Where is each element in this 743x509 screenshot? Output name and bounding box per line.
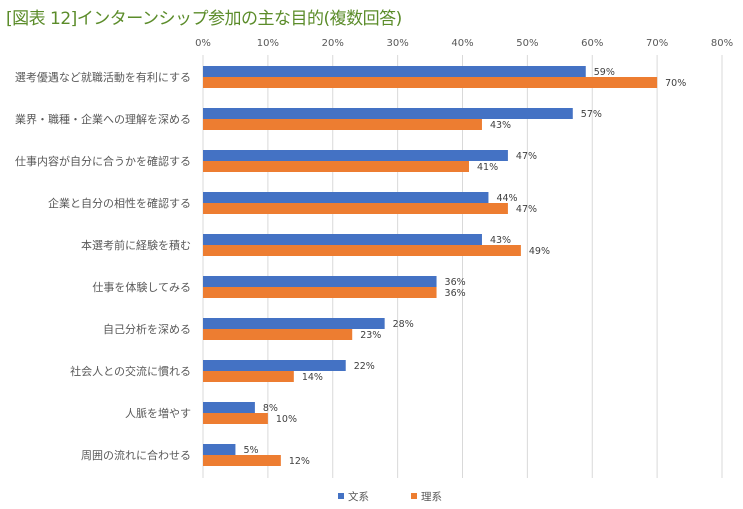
x-tick-label: 70% [646,38,668,49]
category-label: 人脈を増やす [125,406,191,420]
x-tick-label: 80% [711,38,733,49]
x-tick-label: 60% [581,38,603,49]
bar-bunkei [203,150,508,161]
data-label: 57% [581,109,602,120]
data-label: 43% [490,120,511,131]
bar-bunkei [203,402,255,413]
bar-bunkei [203,66,586,77]
category-label: 仕事内容が自分に合うかを確認する [15,154,191,168]
bar-bunkei [203,360,346,371]
data-label: 8% [263,403,278,414]
legend-swatch [411,493,417,499]
data-label: 41% [477,162,498,173]
bar-rikei [203,119,482,130]
x-tick-label: 20% [322,38,344,49]
category-label: 社会人との交流に慣れる [70,364,191,378]
data-label: 47% [516,204,537,215]
category-label: 企業と自分の相性を確認する [48,196,191,210]
data-label: 43% [490,235,511,246]
bar-rikei [203,77,658,88]
category-label: 周囲の流れに合わせる [81,448,191,462]
x-tick-label: 40% [451,38,473,49]
bar-rikei [203,203,508,214]
data-label: 14% [302,372,323,383]
category-label: 業界・職種・企業への理解を深める [15,112,191,126]
x-tick-label: 50% [516,38,538,49]
data-label: 22% [354,361,375,372]
category-label: 選考優遇など就職活動を有利にする [15,70,191,84]
data-label: 28% [393,319,414,330]
data-label: 49% [529,246,550,257]
data-label: 12% [289,456,310,467]
chart-title: [図表 12]インターンシップ参加の主な目的(複数回答) [6,9,402,29]
bar-rikei [203,245,521,256]
data-label: 70% [665,78,686,89]
x-tick-label: 30% [387,38,409,49]
bar-rikei [203,287,437,298]
bar-bunkei [203,444,236,455]
data-label: 59% [594,67,615,78]
bar-rikei [203,455,281,466]
legend-label: 理系 [421,491,442,503]
data-label: 36% [445,288,466,299]
legend-label: 文系 [348,490,369,503]
bar-bunkei [203,108,573,119]
legend-swatch [338,493,344,499]
x-tick-label: 0% [195,38,211,49]
bar-rikei [203,413,268,424]
category-label: 自己分析を深める [103,322,191,336]
data-label: 44% [496,193,517,204]
bar-rikei [203,329,353,340]
data-label: 10% [276,414,297,425]
category-label: 本選考前に経験を積む [81,238,191,252]
bar-bunkei [203,318,385,329]
data-label: 23% [360,330,381,341]
category-label: 仕事を体験してみる [92,280,191,294]
x-tick-label: 10% [257,38,279,49]
bar-rikei [203,371,294,382]
bar-rikei [203,161,469,172]
data-label: 36% [445,277,466,288]
bar-bunkei [203,234,482,245]
bar-bunkei [203,192,489,203]
bar-bunkei [203,276,437,287]
data-label: 47% [516,151,537,162]
data-label: 5% [243,445,258,456]
